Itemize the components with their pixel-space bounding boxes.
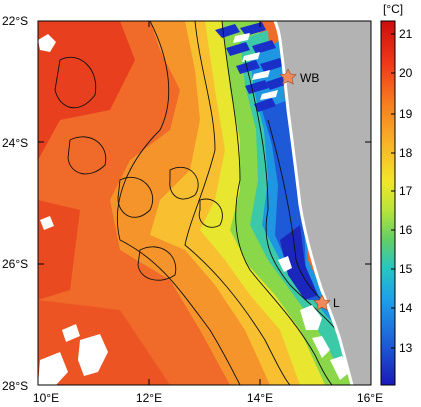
- cloud-hatch-north: [215, 22, 288, 112]
- map-frame: [37, 20, 372, 386]
- colorbar-tick-13: 13: [399, 341, 413, 355]
- station-label-l: L: [333, 296, 340, 310]
- land-mass: [275, 21, 371, 385]
- lon-label-10e: 10°E: [32, 391, 60, 405]
- colorbar-tick-15: 15: [399, 262, 413, 276]
- station-marker-wb: [279, 68, 297, 85]
- lat-label-22s: 22°S: [2, 14, 29, 28]
- lon-label-14e: 14°E: [246, 391, 274, 405]
- station-marker-l: [313, 294, 331, 311]
- colorbar-tick-21: 21: [399, 27, 413, 41]
- axis-ticks: [38, 21, 371, 385]
- lon-label-12e: 12°E: [135, 391, 163, 405]
- colorbar-tick-20: 20: [399, 66, 413, 80]
- colorbar-tick-16: 16: [399, 223, 413, 237]
- warm-red-patch: [38, 21, 135, 160]
- colorbar-tick-17: 17: [399, 184, 413, 198]
- station-label-wb: WB: [300, 71, 320, 85]
- colorbar-tick-19: 19: [399, 107, 413, 121]
- lat-label-26s: 26°S: [2, 257, 29, 271]
- colorbar-tick-14: 14: [399, 301, 413, 315]
- colorbar-unit-label: [°C]: [383, 2, 404, 16]
- lat-label-24s: 24°S: [2, 136, 29, 150]
- colorbar-ticks: [391, 33, 395, 349]
- colorbar-tick-18: 18: [399, 146, 413, 160]
- colorbar: [380, 20, 396, 386]
- lon-label-16e: 16°E: [356, 391, 384, 405]
- lat-label-28s: 28°S: [2, 379, 29, 393]
- isotherm-contours: [54, 21, 341, 385]
